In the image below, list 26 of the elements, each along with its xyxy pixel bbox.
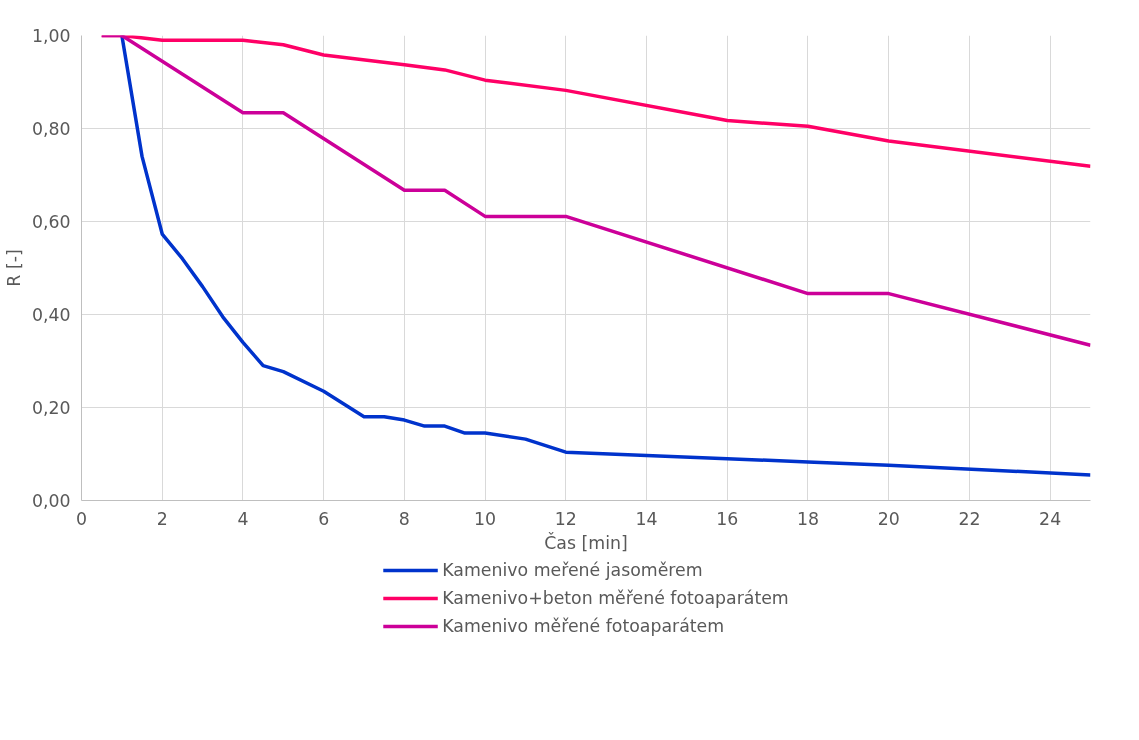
legend-label: Kamenivo měřené fotoaparátem bbox=[442, 616, 725, 636]
legend-label: Kamenivo meřené jasoměrem bbox=[442, 560, 703, 580]
x-tick-label: 20 bbox=[877, 508, 900, 529]
x-tick-label: 2 bbox=[156, 508, 168, 529]
x-tick-label: 0 bbox=[75, 508, 88, 529]
y-tick-label: 0,00 bbox=[31, 491, 71, 511]
x-tick-label: 14 bbox=[635, 508, 658, 529]
y-tick-label: 0,80 bbox=[31, 119, 71, 139]
y-tick-label: 0,40 bbox=[31, 305, 71, 325]
x-tick-label: 10 bbox=[474, 508, 497, 529]
x-tick-label: 16 bbox=[716, 508, 739, 529]
x-tick-label: 12 bbox=[554, 508, 577, 529]
x-tick-label: 22 bbox=[958, 508, 981, 529]
y-tick-label: 1,00 bbox=[31, 26, 71, 46]
x-tick-label: 6 bbox=[318, 508, 330, 529]
line-series bbox=[99, 35, 1091, 347]
y-tick-label: 0,60 bbox=[31, 212, 71, 232]
y-tick-label: 0,20 bbox=[31, 398, 71, 418]
legend-label: Kamenivo+beton měřené fotoaparátem bbox=[442, 588, 789, 608]
line-series bbox=[120, 35, 1091, 477]
x-tick-label: 18 bbox=[796, 508, 820, 529]
y-axis-title: R [-] bbox=[3, 249, 24, 287]
x-tick-label: 24 bbox=[1039, 508, 1062, 529]
x-tick-label: 4 bbox=[237, 508, 249, 529]
x-axis-title: Čas [min] bbox=[544, 531, 628, 553]
x-tick-label: 8 bbox=[398, 508, 410, 529]
